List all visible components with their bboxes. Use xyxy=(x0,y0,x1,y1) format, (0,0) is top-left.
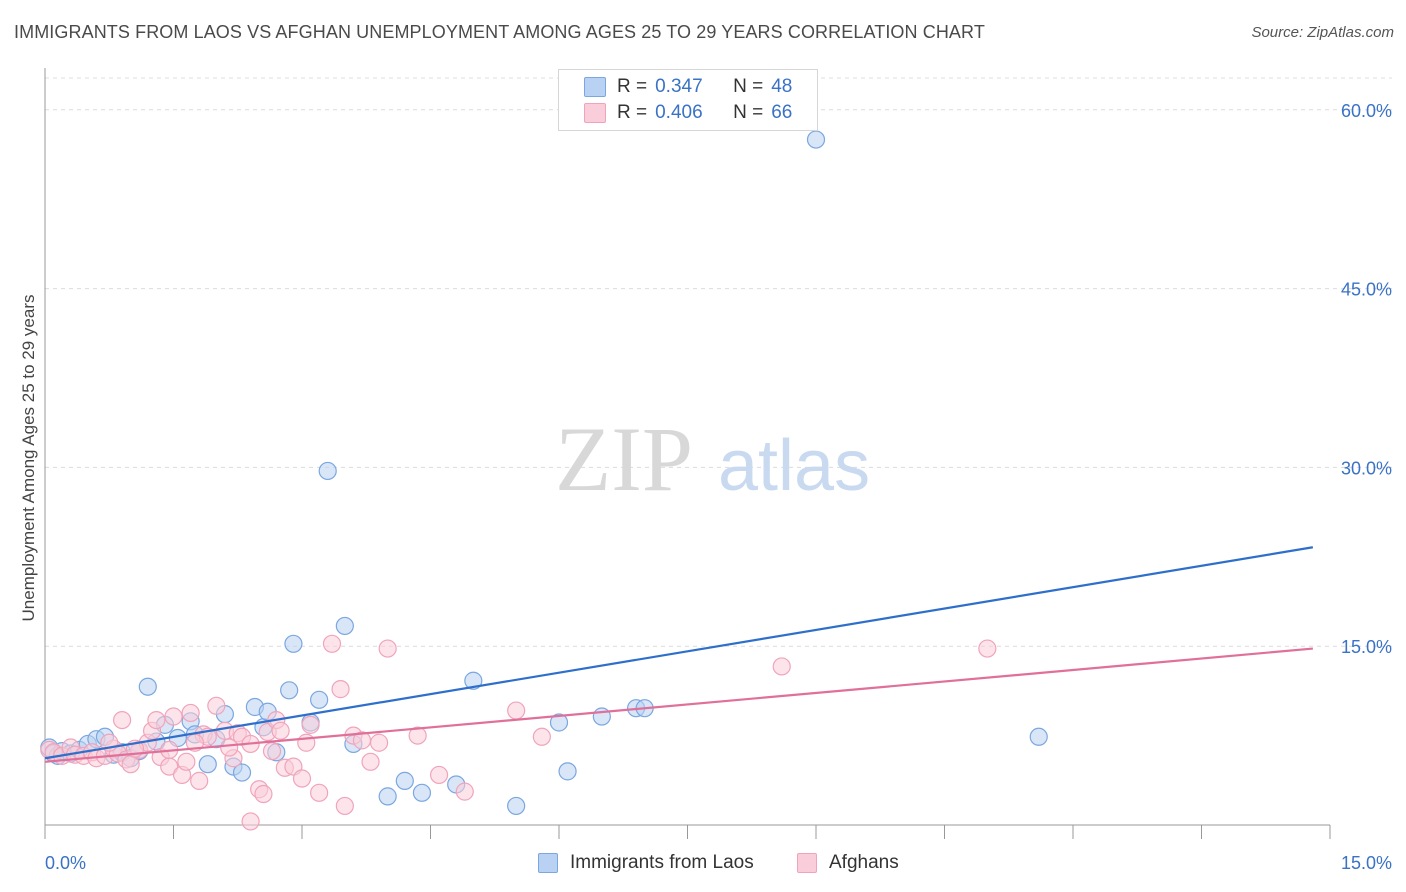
laos-point xyxy=(1029,727,1048,746)
afghans-point xyxy=(254,784,273,804)
afghans-point xyxy=(164,707,183,726)
x-tick-label: 0.0% xyxy=(45,853,86,873)
afghans-point xyxy=(772,657,791,676)
data-points xyxy=(40,130,1048,831)
afghans-point xyxy=(310,783,329,802)
afghans-point xyxy=(370,733,389,752)
grid-lines xyxy=(45,77,1392,647)
laos-point xyxy=(284,634,303,653)
x-tick-label: 15.0% xyxy=(1341,853,1392,873)
watermark-zip: ZIP xyxy=(555,408,693,510)
bottom-legend-label-laos: Immigrants from Laos xyxy=(570,852,754,873)
watermark: ZIP atlas xyxy=(555,408,870,510)
bottom-legend-afghans: Afghans xyxy=(797,852,899,874)
legend-row-afghans: R = 0.406 N = 66 xyxy=(584,101,793,125)
trend-lines xyxy=(44,546,1314,763)
afghans-point xyxy=(177,752,196,771)
laos-point xyxy=(378,787,397,806)
afghans-point xyxy=(147,710,166,730)
legend-n-label: N = xyxy=(733,102,764,123)
laos-point xyxy=(232,763,252,782)
laos-point xyxy=(395,771,414,790)
afghans-point xyxy=(378,639,397,658)
y-tick-label: 60.0% xyxy=(1341,101,1392,121)
legend-r-value: 0.406 xyxy=(655,102,703,123)
y-tick-label: 45.0% xyxy=(1341,280,1392,300)
afghans-point xyxy=(335,796,354,816)
laos-point xyxy=(507,796,526,816)
laos-point xyxy=(280,681,299,700)
afghans-point xyxy=(429,765,449,785)
bottom-legend-label-afghans: Afghans xyxy=(829,852,899,873)
afghans-trend-line xyxy=(44,647,1313,763)
laos-point xyxy=(138,677,157,696)
afghans-point xyxy=(532,727,551,746)
laos-point xyxy=(549,713,569,732)
afghans-point xyxy=(271,721,290,740)
laos-point xyxy=(310,690,329,709)
laos-point xyxy=(464,671,483,690)
afghans-point xyxy=(408,726,427,745)
afghans-point xyxy=(241,812,260,831)
afghans-point xyxy=(507,701,526,720)
afghans-point xyxy=(190,771,209,790)
legend-r-label: R = xyxy=(617,102,648,123)
stats-legend: R = 0.347 N = 48 R = 0.406 N = 66 xyxy=(558,69,818,131)
afghans-point xyxy=(322,634,342,653)
afghans-point xyxy=(207,696,226,715)
chart-title: IMMIGRANTS FROM LAOS VS AFGHAN UNEMPLOYM… xyxy=(14,22,985,42)
laos-point xyxy=(412,783,432,802)
afghans-point xyxy=(181,703,200,723)
afghans-point xyxy=(220,738,239,757)
legend-n-label: N = xyxy=(733,76,764,97)
afghans-point xyxy=(331,680,350,699)
afghans-point xyxy=(112,710,132,730)
legend-swatch-laos xyxy=(584,77,606,97)
laos-point xyxy=(318,461,337,481)
tick-labels: 15.0% 30.0% 45.0% 60.0% 0.0% 15.0% xyxy=(45,101,1392,873)
legend-n-value: 66 xyxy=(771,102,793,123)
laos-point xyxy=(335,616,354,636)
legend-n-value: 48 xyxy=(771,76,793,97)
laos-point xyxy=(806,130,826,149)
laos-trend-line xyxy=(44,546,1314,760)
afghans-point xyxy=(301,715,320,734)
bottom-legend-swatch-afghans xyxy=(797,853,817,873)
afghans-point xyxy=(978,639,997,658)
y-tick-label: 15.0% xyxy=(1341,637,1392,657)
legend-r-label: R = xyxy=(617,76,648,97)
afghans-point xyxy=(292,769,312,788)
afghans-point xyxy=(455,782,474,801)
laos-point xyxy=(558,762,577,781)
legend-row-laos: R = 0.347 N = 48 xyxy=(584,75,793,99)
axes xyxy=(44,68,1331,839)
legend-r-value: 0.347 xyxy=(655,76,703,97)
bottom-legend-laos: Immigrants from Laos xyxy=(538,852,754,874)
bottom-legend-swatch-laos xyxy=(538,853,558,873)
source-label: Source: ZipAtlas.com xyxy=(1251,24,1394,41)
afghans-point xyxy=(361,752,380,771)
y-tick-label: 30.0% xyxy=(1341,458,1392,478)
afghans-point xyxy=(297,733,316,752)
watermark-atlas: atlas xyxy=(718,426,870,506)
legend-swatch-afghans xyxy=(584,103,606,123)
y-axis-label: Unemployment Among Ages 25 to 29 years xyxy=(19,295,38,622)
laos-point xyxy=(198,755,217,774)
afghans-point xyxy=(262,741,282,761)
